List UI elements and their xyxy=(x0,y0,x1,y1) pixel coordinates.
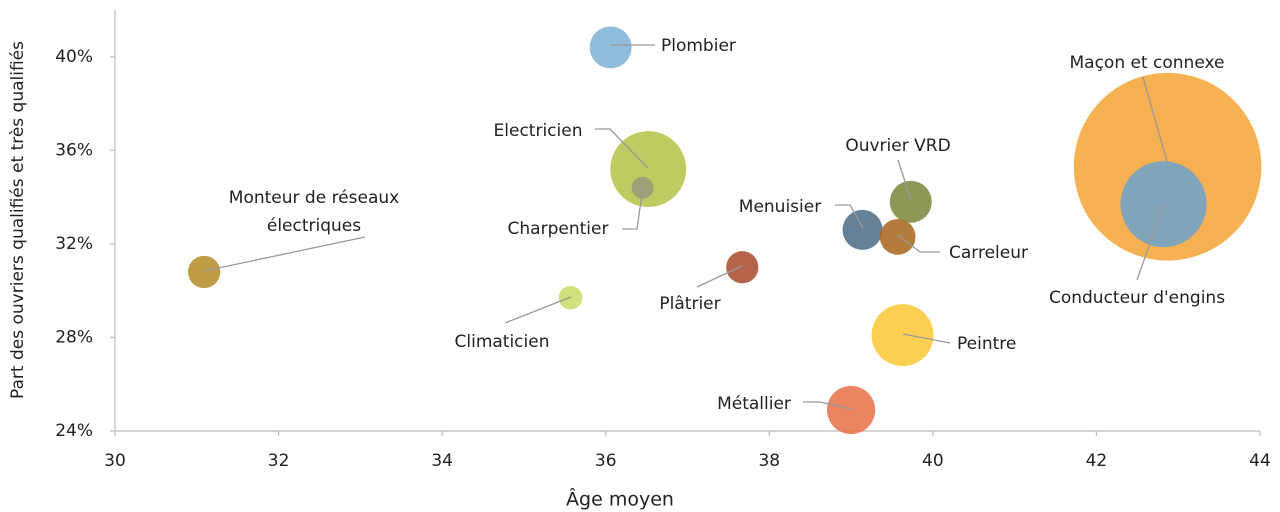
leader-line xyxy=(622,186,644,230)
bubble xyxy=(879,218,916,255)
y-tick-label: 24% xyxy=(55,421,93,441)
y-tick-label: 28% xyxy=(55,327,93,347)
leader-line xyxy=(897,159,912,201)
bubble-label: Plâtrier xyxy=(659,294,720,314)
y-axis-label: Part des ouvriers qualifiés et très qual… xyxy=(8,41,28,399)
x-tick-label: 34 xyxy=(431,451,453,471)
bubble-label: Charpentier xyxy=(508,219,609,239)
bubble-label: Plombier xyxy=(661,36,736,56)
x-tick-label: 42 xyxy=(1086,451,1108,471)
bubble xyxy=(826,385,876,435)
x-tick-label: 30 xyxy=(104,451,126,471)
leader-line xyxy=(203,236,366,272)
bubble-label: Menuisier xyxy=(739,197,821,217)
bubble xyxy=(889,180,932,223)
x-tick-label: 38 xyxy=(758,451,780,471)
leader-line xyxy=(696,265,743,288)
bubble xyxy=(871,304,934,367)
x-tick-label: 32 xyxy=(268,451,290,471)
bubble-label: Electricien xyxy=(494,121,583,141)
bubble xyxy=(726,251,759,284)
x-tick-label: 36 xyxy=(595,451,617,471)
y-tick-label: 32% xyxy=(55,234,93,254)
bubble xyxy=(842,209,883,250)
leader-line xyxy=(1136,203,1165,281)
y-tick-label: 36% xyxy=(55,140,93,160)
bubble-label: Carreleur xyxy=(949,243,1028,263)
x-axis-label: Âge moyen xyxy=(566,488,674,511)
bubble-label: Monteur de réseaux électriques xyxy=(228,188,400,236)
bubble xyxy=(188,255,221,289)
bubble-label: Conducteur d'engins xyxy=(1049,288,1225,308)
y-tick-label: 40% xyxy=(55,47,93,67)
bubble xyxy=(589,26,632,69)
leader-line xyxy=(1142,76,1169,166)
bubble-label: Climaticien xyxy=(455,332,550,352)
bubble-label: Peintre xyxy=(957,334,1016,354)
leader-line xyxy=(504,296,572,324)
bubble-label: Ouvrier VRD xyxy=(845,136,950,156)
bubble xyxy=(610,131,687,207)
leader-line xyxy=(595,128,649,169)
leader-line xyxy=(835,204,864,229)
bubble-label: Métallier xyxy=(717,394,791,414)
x-tick-label: 44 xyxy=(1249,451,1271,471)
x-tick-label: 40 xyxy=(922,451,944,471)
leader-line xyxy=(902,333,951,344)
bubble-label-box: Monteur de réseaux électriques xyxy=(228,188,400,236)
bubble-label: Maçon et connexe xyxy=(1070,53,1225,73)
leader-line xyxy=(897,234,940,253)
leader-line xyxy=(803,401,852,410)
